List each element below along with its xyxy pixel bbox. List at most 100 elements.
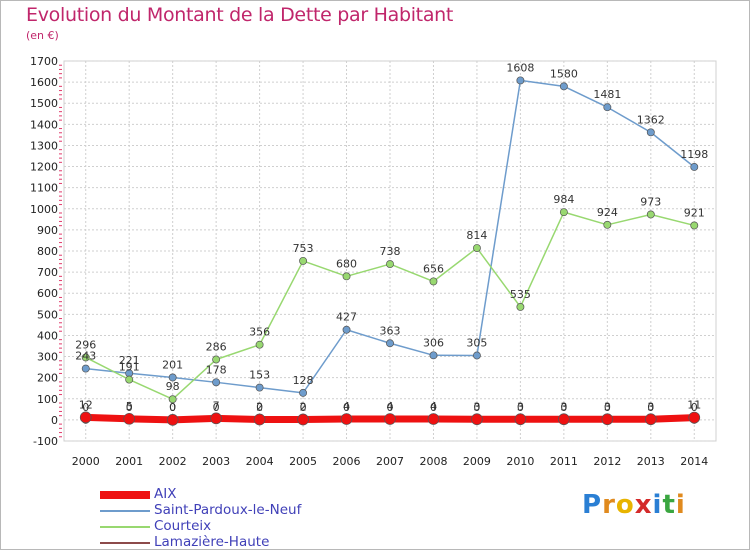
y-tick-label: 1600: [30, 76, 58, 89]
data-point: [514, 413, 527, 426]
data-point: [386, 260, 394, 269]
y-tick-label: 600: [37, 287, 58, 300]
data-point: [690, 221, 699, 230]
data-point: [646, 210, 655, 219]
data-label: 0: [213, 401, 220, 414]
y-tick-label: 900: [37, 224, 58, 237]
data-label: 0: [517, 401, 524, 414]
data-label: 4: [343, 400, 350, 413]
data-point: [559, 82, 568, 91]
x-tick-label: 2009: [463, 455, 491, 468]
y-tick-label: 1000: [30, 203, 58, 216]
x-tick-label: 2011: [550, 455, 578, 468]
data-point: [644, 413, 657, 426]
legend-swatch: [100, 491, 150, 499]
y-tick-label: 500: [37, 308, 58, 321]
data-label: 1580: [550, 67, 578, 80]
y-tick-label: 1300: [30, 139, 58, 152]
data-point: [603, 220, 612, 229]
data-point: [168, 395, 177, 404]
data-point: [212, 355, 221, 364]
data-label: 1481: [593, 88, 621, 101]
data-point: [166, 414, 179, 426]
x-tick-label: 2013: [637, 455, 665, 468]
data-label: 2: [300, 400, 307, 413]
x-tick-label: 2008: [419, 455, 447, 468]
data-label: 4: [430, 400, 437, 413]
data-label: 11: [687, 399, 701, 412]
data-label: 0: [82, 401, 89, 414]
data-label: 243: [75, 350, 96, 363]
data-label: 0: [343, 401, 350, 414]
data-point: [212, 378, 221, 387]
logo-letter: i: [652, 490, 663, 520]
x-tick-label: 2003: [202, 455, 230, 468]
data-label: 12: [79, 398, 93, 411]
data-label: 1608: [506, 61, 534, 74]
y-tick-label: 400: [37, 329, 58, 342]
data-point: [81, 353, 90, 362]
data-point: [255, 340, 264, 349]
data-point: [429, 351, 438, 360]
data-label: 286: [206, 341, 227, 354]
data-label: 1198: [680, 148, 708, 161]
data-label: 3: [473, 400, 480, 413]
data-label: 3: [517, 400, 524, 413]
data-label: 5: [126, 400, 133, 413]
data-label: 305: [466, 337, 487, 350]
data-point: [429, 277, 438, 286]
y-tick-label: -100: [33, 435, 58, 448]
x-tick-label: 2000: [72, 455, 100, 468]
data-label: 0: [430, 401, 437, 414]
data-point: [299, 256, 308, 265]
data-label: 973: [640, 195, 661, 208]
data-point: [384, 413, 396, 425]
data-label: 7: [213, 399, 220, 412]
data-point: [558, 413, 570, 426]
x-tick-label: 2010: [506, 455, 534, 468]
legend-swatch: [100, 542, 150, 544]
legend-swatch: [100, 526, 150, 528]
data-label: 296: [75, 338, 96, 351]
data-label: 753: [293, 242, 314, 255]
data-label: 0: [560, 401, 567, 414]
data-point: [340, 413, 353, 425]
data-label: 0: [691, 401, 698, 414]
data-point: [79, 411, 92, 424]
data-label: 924: [597, 206, 618, 219]
data-label: 221: [119, 354, 140, 367]
data-point: [516, 76, 525, 85]
data-point: [299, 388, 308, 397]
data-label: 0: [387, 401, 394, 414]
x-tick-label: 2001: [115, 455, 143, 468]
data-label: 3: [604, 400, 611, 413]
y-tick-label: 300: [37, 351, 58, 364]
legend-label: Saint-Pardoux-le-Neuf: [154, 502, 302, 518]
data-point: [688, 411, 701, 424]
data-point: [472, 351, 481, 360]
chart-subtitle: (en €): [26, 29, 59, 42]
data-label: 984: [553, 193, 574, 206]
data-label: 738: [380, 245, 401, 258]
data-label: 363: [380, 324, 401, 337]
legend-swatch: [100, 510, 150, 512]
x-tick-label: 2002: [159, 455, 187, 468]
data-label: 98: [166, 380, 180, 393]
data-point: [516, 302, 525, 311]
data-label: 0: [126, 401, 133, 414]
data-point: [297, 413, 309, 426]
data-label: 3: [647, 400, 654, 413]
data-point: [123, 412, 136, 425]
logo-letter: i: [675, 490, 686, 520]
data-label: 0: [300, 401, 307, 414]
y-tick-label: 800: [37, 245, 58, 258]
logo-letter: P: [582, 490, 603, 520]
data-label: 0: [169, 401, 176, 414]
data-label: 680: [336, 257, 357, 270]
data-point: [168, 373, 177, 382]
data-point: [125, 375, 134, 384]
data-point: [472, 244, 481, 252]
data-label: 306: [423, 336, 444, 349]
data-point: [342, 325, 351, 334]
